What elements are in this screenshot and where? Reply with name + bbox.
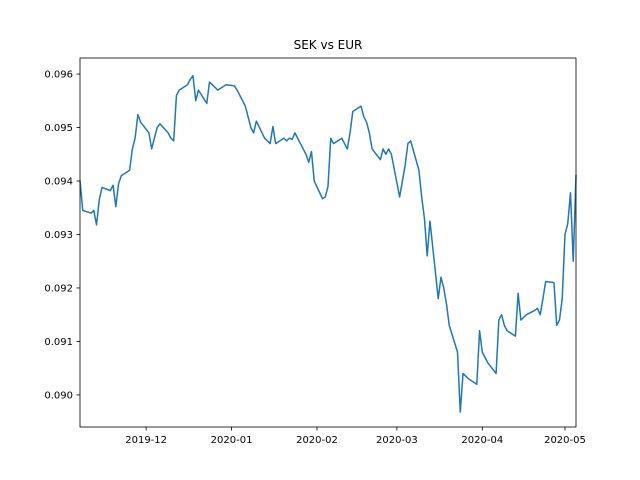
y-tick-label: 0.090: [44, 391, 73, 402]
chart-title: SEK vs EUR: [294, 38, 363, 52]
x-tick-label: 2020-01: [211, 435, 253, 446]
y-tick-label: 0.096: [44, 70, 73, 81]
y-tick-label: 0.095: [44, 123, 73, 134]
y-tick-label: 0.094: [44, 177, 73, 188]
x-tick-label: 2020-05: [544, 435, 586, 446]
x-tick-label: 2020-02: [296, 435, 338, 446]
y-tick-label: 0.093: [44, 230, 73, 241]
plot-frame: [79, 57, 577, 428]
y-tick-label: 0.091: [44, 337, 73, 348]
x-axis: 2019-12 2020-01 2020-02 2020-03 2020-04 2020-…: [125, 427, 586, 446]
x-tick-label: 2020-04: [461, 435, 503, 446]
plot-area: [80, 58, 576, 427]
y-tick-label: 0.092: [44, 284, 73, 295]
series-line: [79, 74, 577, 413]
x-tick-label: 2019-12: [125, 435, 167, 446]
x-tick-label: 2020-03: [376, 435, 418, 446]
y-axis: 0.090 0.091 0.092 0.093 0.094 0.095 0.096: [44, 70, 80, 402]
